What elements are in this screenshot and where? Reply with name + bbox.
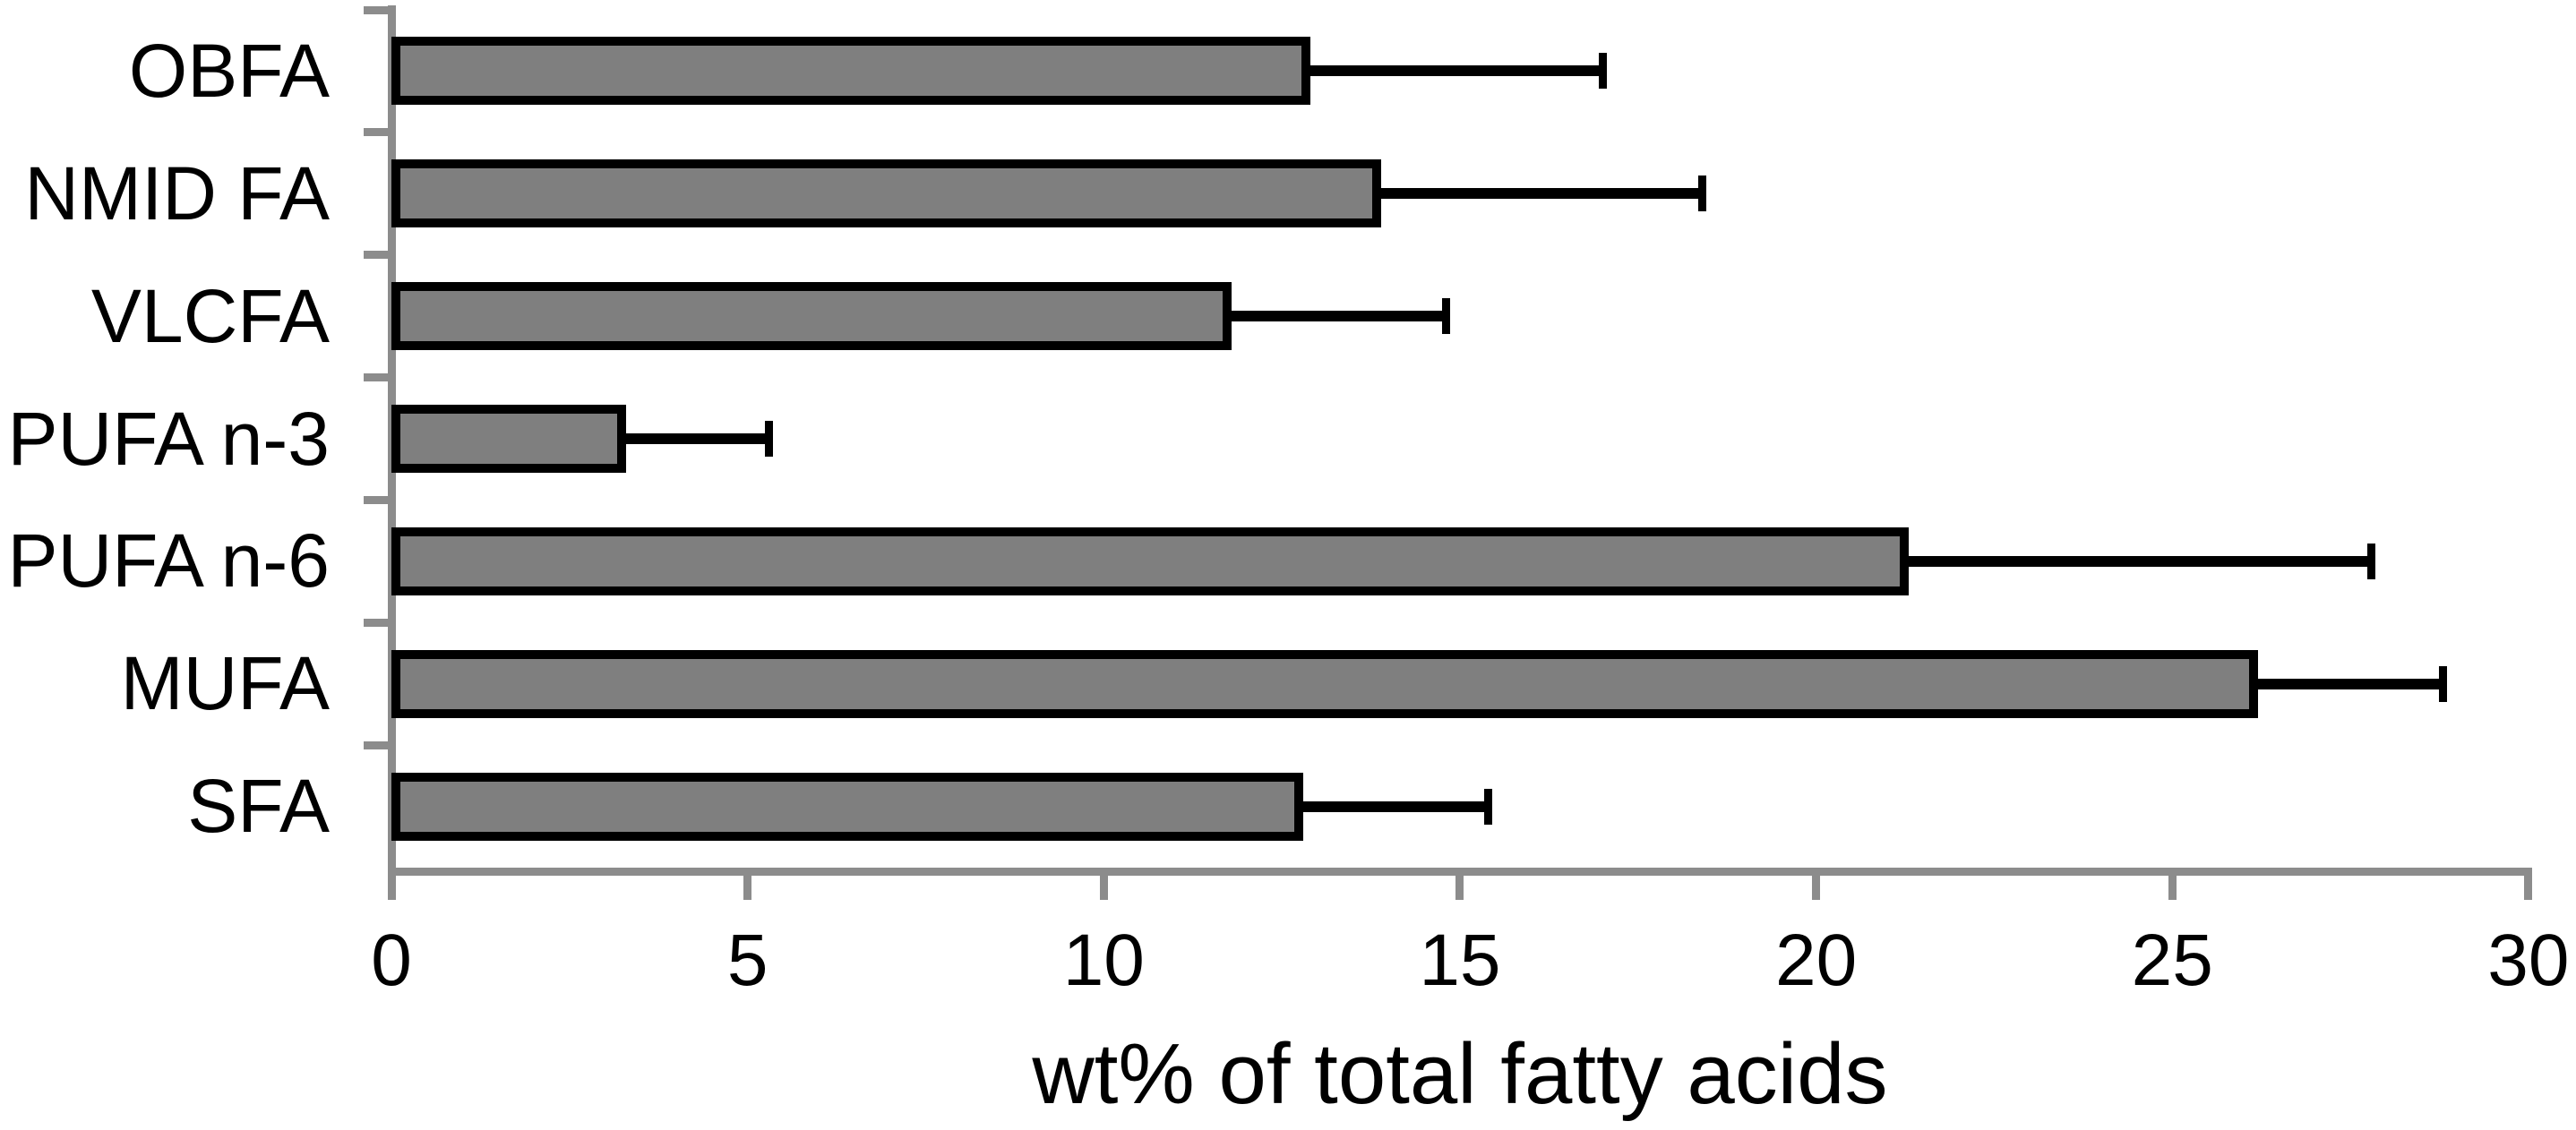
y-axis-category-tick — [363, 5, 388, 14]
x-tick-label: 5 — [726, 920, 769, 1001]
bar — [391, 405, 627, 473]
bar — [391, 526, 1909, 595]
error-bar-whisker — [2257, 678, 2443, 689]
error-bar-whisker — [626, 433, 769, 444]
error-bar-cap — [765, 421, 773, 457]
category-label: VLCFA — [90, 273, 330, 358]
y-axis-category-tick — [363, 740, 388, 749]
error-bar-whisker — [1381, 188, 1703, 200]
bar — [391, 649, 2258, 718]
x-tick — [387, 876, 396, 900]
category-label: PUFA n-3 — [7, 396, 330, 481]
y-axis-category-tick — [363, 618, 388, 627]
error-bar-whisker — [1908, 555, 2372, 567]
x-tick — [1812, 876, 1821, 900]
bar — [391, 159, 1382, 228]
x-tick — [1099, 876, 1108, 900]
error-bar-whisker — [1232, 311, 1447, 322]
error-bar-whisker — [1302, 800, 1489, 812]
x-tick — [2524, 876, 2533, 900]
x-axis-line — [387, 868, 2533, 876]
x-tick — [743, 876, 752, 900]
y-axis-category-tick — [363, 251, 388, 260]
y-axis-category-tick — [363, 495, 388, 504]
error-bar-cap — [2438, 665, 2447, 702]
x-tick-label: 20 — [1774, 920, 1858, 1001]
x-tick-label: 0 — [371, 920, 412, 1001]
y-axis-category-tick — [363, 373, 388, 382]
error-bar-cap — [1441, 298, 1450, 335]
category-label: OBFA — [128, 28, 330, 113]
x-tick-label: 15 — [1419, 920, 1501, 1001]
x-tick — [1455, 876, 1464, 900]
y-axis-category-tick — [363, 128, 388, 137]
error-bar-whisker — [1309, 65, 1602, 77]
category-label: NMID FA — [24, 150, 330, 235]
x-tick-label: 10 — [1062, 920, 1145, 1001]
error-bar-cap — [1697, 175, 1706, 212]
error-bar-cap — [1484, 788, 1493, 825]
error-bar-cap — [1598, 53, 1607, 90]
category-label: PUFA n-6 — [7, 518, 330, 604]
x-tick-label: 30 — [2487, 920, 2570, 1001]
category-label: SFA — [187, 764, 330, 849]
bar — [391, 772, 1303, 841]
x-tick-label: 25 — [2131, 920, 2213, 1001]
bar — [391, 37, 1310, 106]
bar — [391, 282, 1232, 351]
x-axis-title: wt% of total fatty acids — [1032, 1026, 1888, 1122]
category-label: MUFA — [120, 641, 330, 726]
x-tick — [2168, 876, 2177, 900]
error-bar-cap — [2367, 543, 2376, 579]
